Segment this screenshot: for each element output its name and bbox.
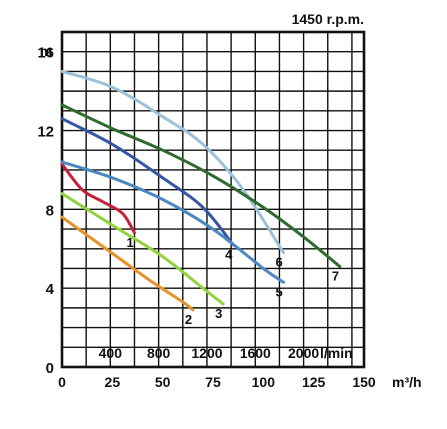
x-tick-label-m3h: 75	[205, 374, 221, 390]
y-axis-label: m	[40, 43, 52, 59]
curve-label-7: 7	[332, 269, 339, 284]
curve-3	[60, 192, 225, 306]
x-axis-unit-lpm: l/min	[320, 345, 353, 361]
curve-label-3: 3	[215, 306, 222, 321]
curve-label-5: 5	[275, 284, 282, 299]
chart-title: 1450 r.p.m.	[292, 11, 364, 27]
y-tick-label: 16	[37, 45, 54, 62]
plot-frame	[60, 30, 366, 369]
chart-grid	[60, 30, 366, 369]
y-tick-label: 0	[46, 360, 54, 377]
x-tick-label-lpm: 1200	[191, 345, 222, 361]
x-tick-label-m3h: 50	[155, 374, 171, 390]
x-tick-label-m3h: 125	[302, 374, 326, 390]
curve-1	[60, 162, 136, 235]
curve-label-1: 1	[126, 235, 133, 250]
curve-label-2: 2	[185, 312, 192, 327]
x-axis-unit-m3h: m³/h	[392, 374, 422, 390]
x-tick-label-m3h: 150	[352, 374, 376, 390]
y-tick-label: 8	[46, 202, 54, 219]
x-tick-label-m3h: 25	[105, 374, 121, 390]
curve-label-6: 6	[275, 255, 282, 270]
x-tick-label-lpm: 800	[147, 345, 171, 361]
curve-7	[60, 103, 342, 268]
x-tick-label-m3h: 0	[58, 374, 66, 390]
chart-curves: 1 2 3 4 5 6 7	[60, 69, 342, 327]
x-tick-label-m3h: 100	[252, 374, 276, 390]
y-tick-label: 4	[46, 281, 55, 298]
curve-5	[60, 160, 285, 284]
x-tick-label-lpm: 1600	[240, 345, 271, 361]
curve-label-4: 4	[225, 247, 233, 262]
y-tick-label: 12	[37, 124, 54, 141]
x-tick-label-lpm: 400	[99, 345, 123, 361]
curve-4	[60, 117, 235, 247]
curve-2	[60, 215, 195, 312]
x-tick-label-lpm: 2000	[288, 345, 319, 361]
curve-6	[60, 69, 285, 255]
